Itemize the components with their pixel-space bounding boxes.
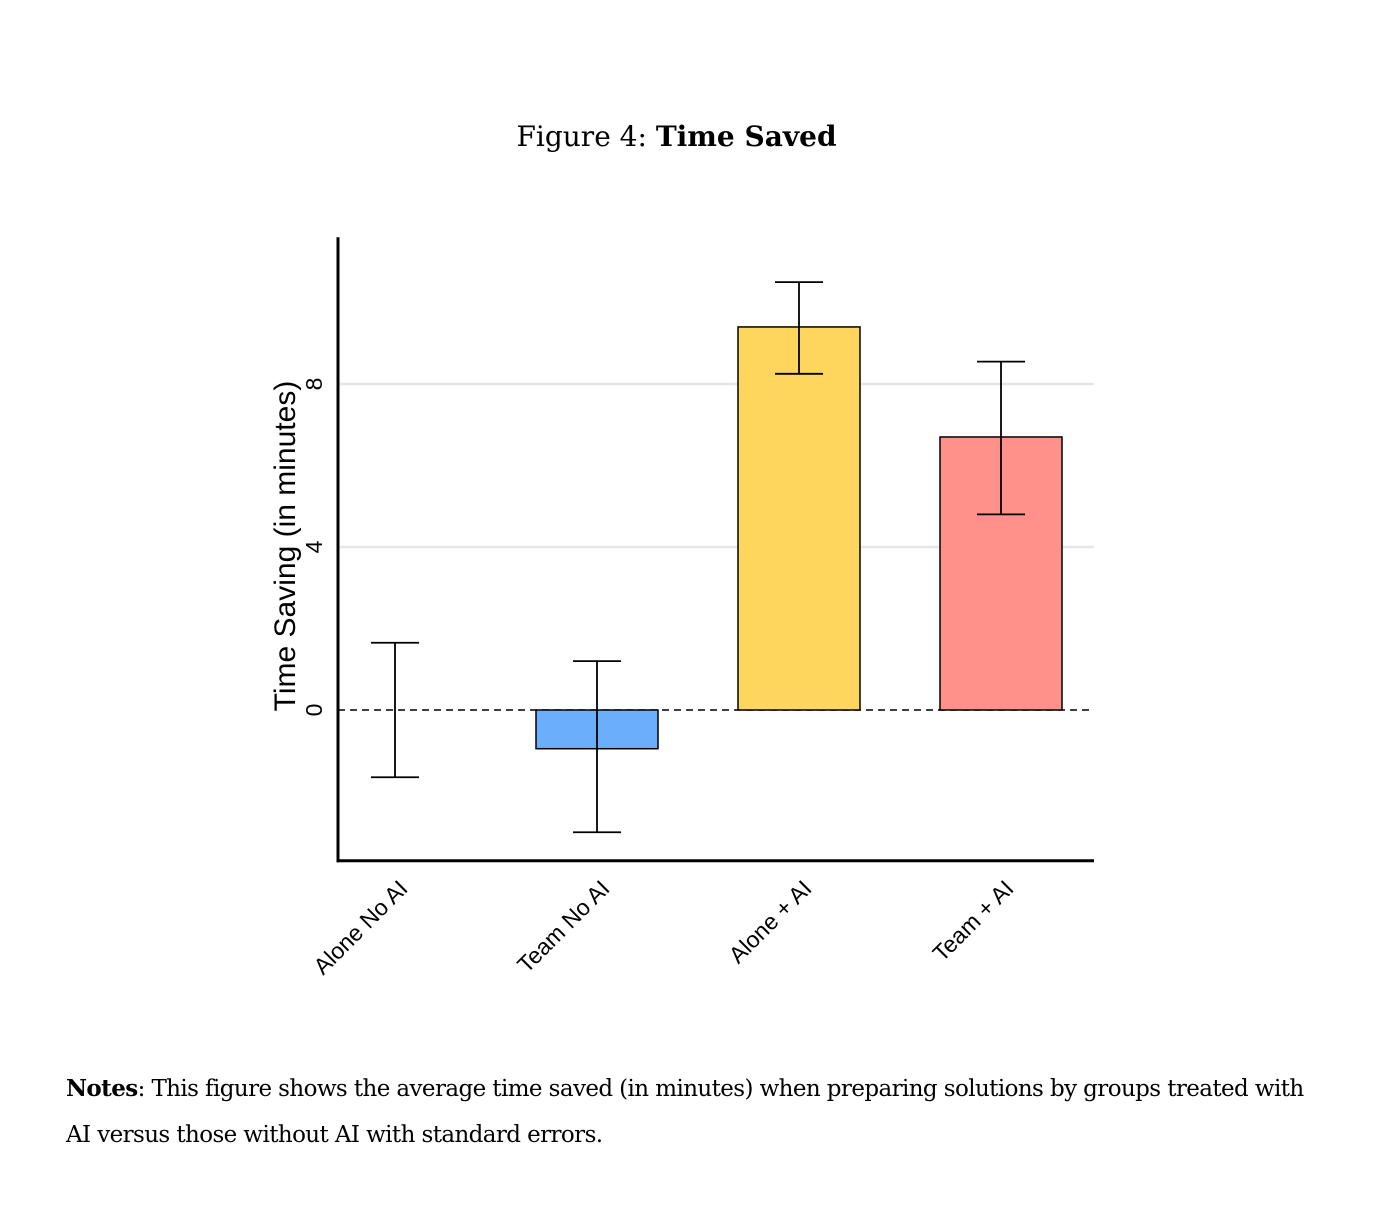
y-tick-label-8: 8 xyxy=(301,378,327,391)
x-tick-label-2: Alone + AI xyxy=(724,875,817,968)
figure-label: Figure 4: xyxy=(516,120,647,153)
y-tick-label-4: 4 xyxy=(301,540,327,553)
bars xyxy=(535,326,1063,750)
bar-chart: Alone No AI Team No AI Alone + AI Team + AI… xyxy=(269,237,1094,980)
x-tick-label-0: Alone No AI xyxy=(308,875,412,979)
notes-text: : This figure shows the average time sav… xyxy=(66,1076,1304,1148)
axes xyxy=(336,237,1094,863)
y-tick-label-0: 0 xyxy=(301,704,327,717)
y-axis-title: Time Saving (in minutes) xyxy=(269,381,302,712)
figure-title: Figure 4: Time Saved xyxy=(0,120,1353,153)
error-bars xyxy=(371,281,1025,834)
x-tick-label-3: Team + AI xyxy=(927,875,1018,966)
axis-labels: Alone No AI Team No AI Alone + AI Team + AI… xyxy=(269,378,1019,980)
figure-title-text: Time Saved xyxy=(655,120,837,153)
notes-label: Notes xyxy=(66,1075,138,1102)
x-tick-label-1: Team No AI xyxy=(512,875,614,977)
bar-2 xyxy=(737,326,861,711)
figure-notes: Notes: This figure shows the average tim… xyxy=(66,1066,1306,1158)
